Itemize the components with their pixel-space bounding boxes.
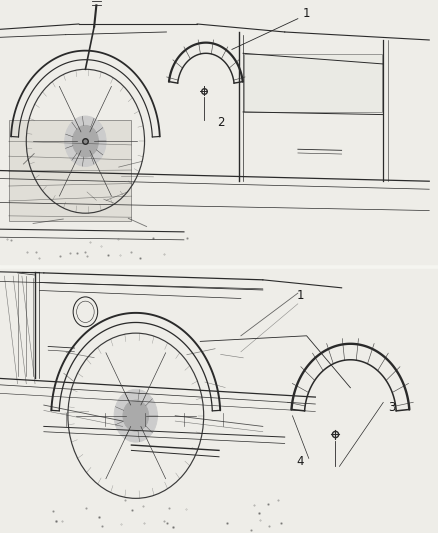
Circle shape	[72, 125, 99, 157]
Circle shape	[65, 116, 106, 166]
Text: 1: 1	[296, 289, 304, 302]
Bar	[0, 269, 438, 533]
Circle shape	[81, 136, 90, 147]
Text: 2: 2	[217, 116, 225, 129]
Text: 1: 1	[303, 7, 311, 20]
FancyBboxPatch shape	[244, 54, 382, 112]
Bar	[0, 0, 438, 264]
Circle shape	[114, 389, 158, 442]
Text: 4: 4	[296, 455, 304, 467]
Bar	[9, 120, 131, 221]
Circle shape	[123, 400, 148, 431]
Circle shape	[131, 409, 141, 422]
Text: 3: 3	[389, 401, 396, 414]
